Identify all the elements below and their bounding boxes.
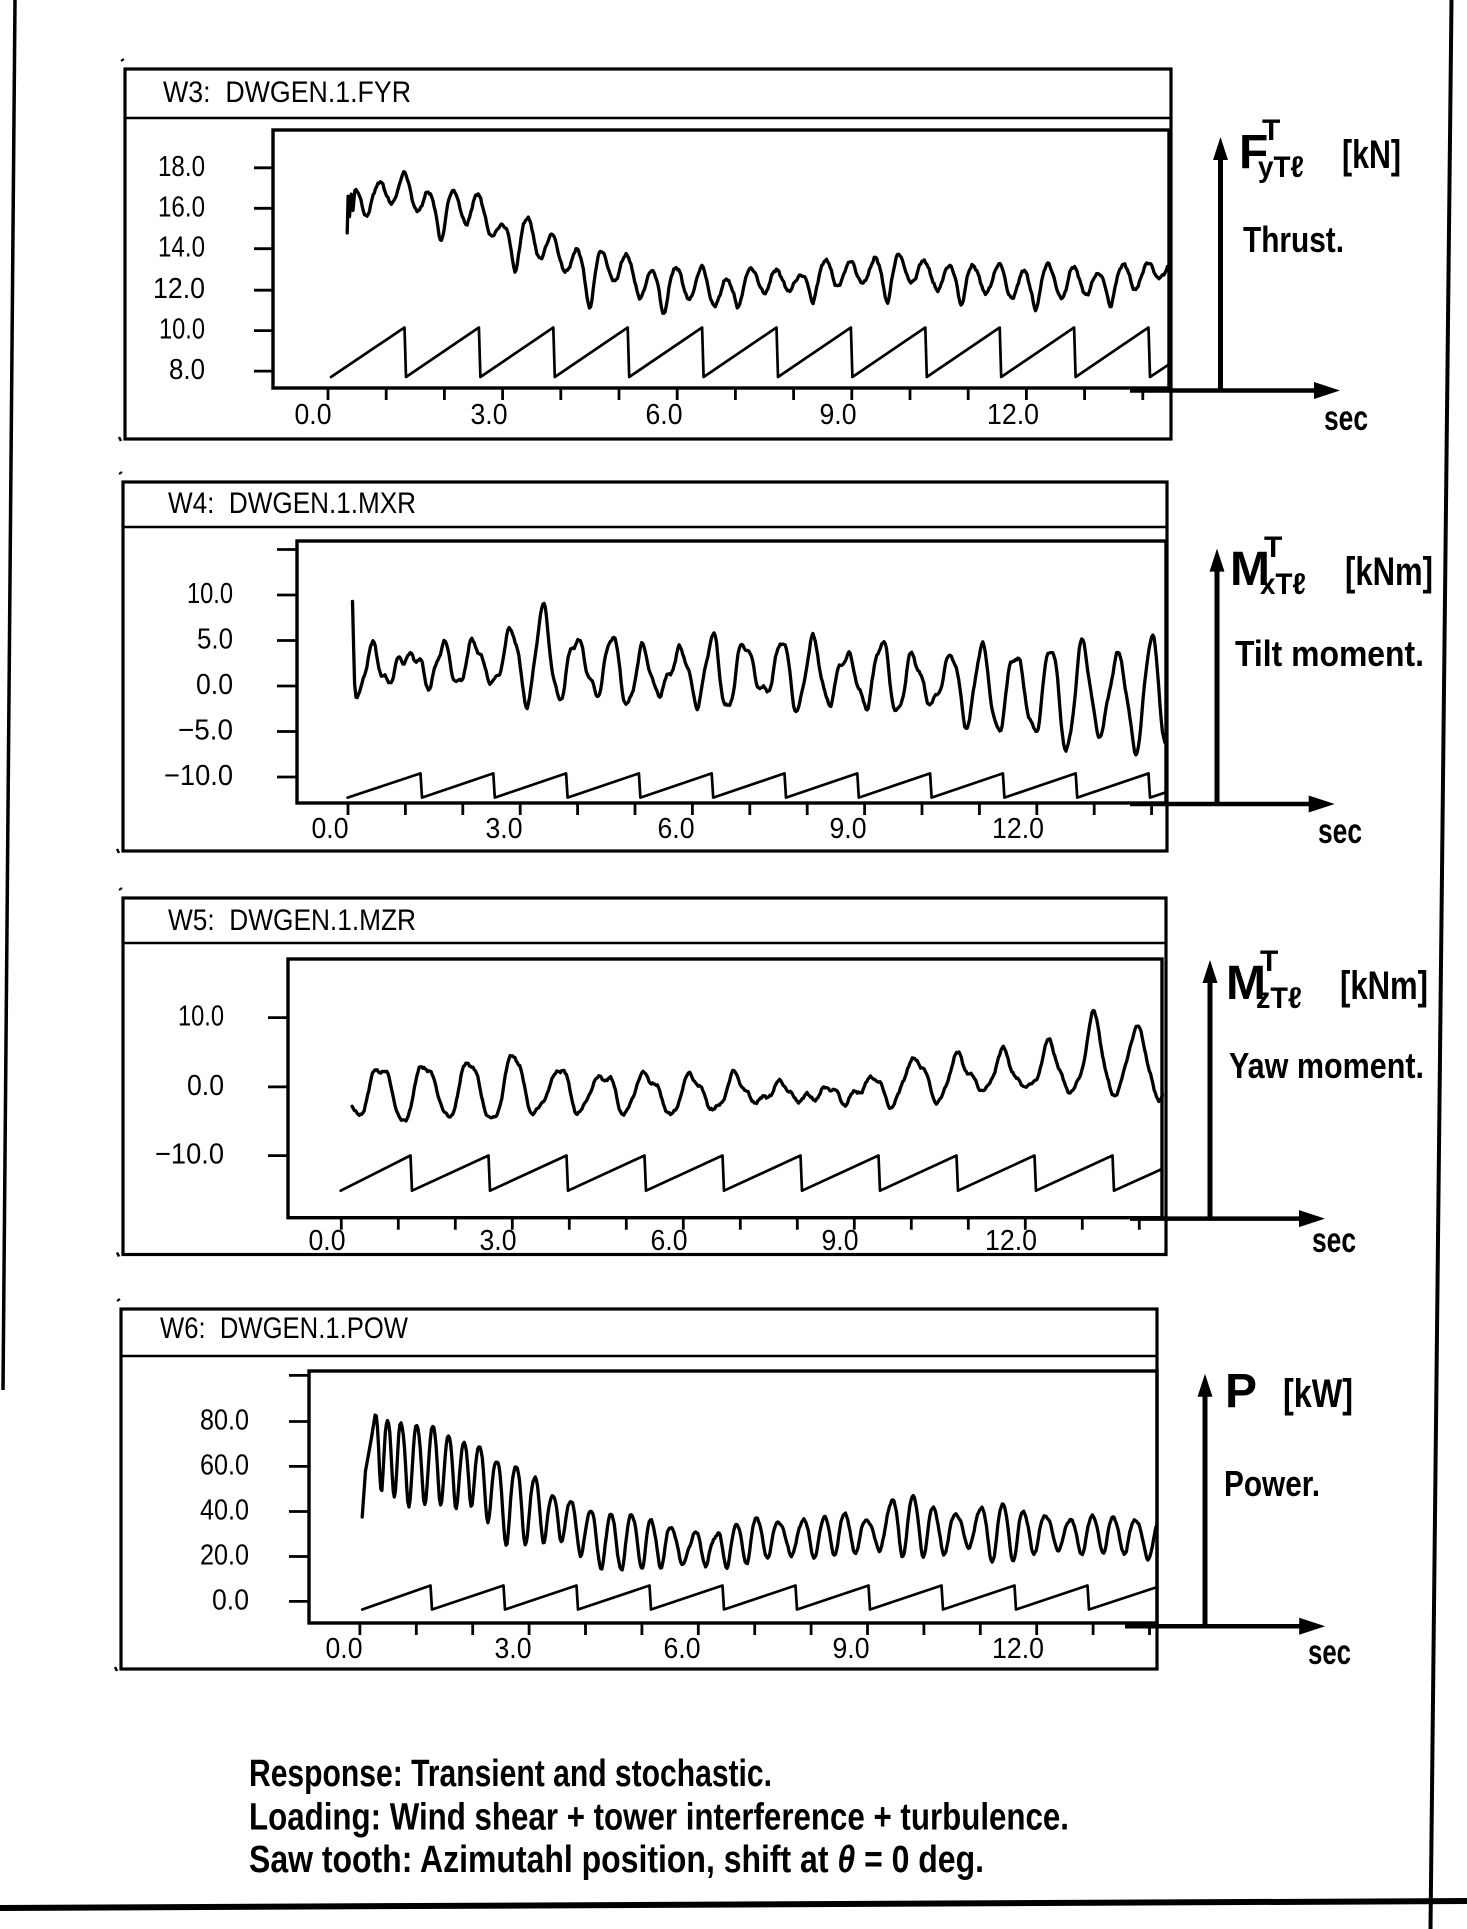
svg-text:12.0: 12.0 xyxy=(992,1633,1044,1665)
svg-text:W5: DWGEN.1.MZR: W5: DWGEN.1.MZR xyxy=(168,904,416,937)
svg-text:3.0: 3.0 xyxy=(471,399,508,431)
svg-text:0.0: 0.0 xyxy=(309,1225,346,1257)
svg-text:W3: DWGEN.1.FYR: W3: DWGEN.1.FYR xyxy=(163,76,411,109)
svg-text:Thrust.: Thrust. xyxy=(1243,219,1344,260)
svg-text:12.0: 12.0 xyxy=(985,1225,1037,1257)
svg-text:0.0: 0.0 xyxy=(326,1633,363,1665)
svg-text:0.0: 0.0 xyxy=(312,813,349,845)
svg-text:[kN]: [kN] xyxy=(1342,133,1401,177)
svg-text:3.0: 3.0 xyxy=(486,813,523,845)
svg-text:3.0: 3.0 xyxy=(480,1225,517,1257)
svg-text:Tilt moment.: Tilt moment. xyxy=(1235,633,1424,674)
svg-text:P: P xyxy=(1225,1365,1257,1418)
svg-text:10.0: 10.0 xyxy=(178,1001,224,1033)
svg-text:9.0: 9.0 xyxy=(833,1633,870,1665)
svg-text:−10.0: −10.0 xyxy=(164,760,233,792)
svg-text:Loading: Wind shear + tower in: Loading: Wind shear + tower interference… xyxy=(249,1797,1069,1839)
svg-text:sec: sec xyxy=(1318,812,1362,851)
svg-text:zTℓ: zTℓ xyxy=(1256,982,1302,1015)
svg-text:Saw tooth: Azimutahl position,: Saw tooth: Azimutahl position, shift at … xyxy=(249,1839,984,1881)
svg-text:Power.: Power. xyxy=(1224,1463,1320,1504)
svg-text:[kNm]: [kNm] xyxy=(1340,964,1428,1008)
svg-text:10.0: 10.0 xyxy=(159,314,205,346)
svg-text:18.0: 18.0 xyxy=(158,151,205,183)
svg-text:Response: Transient and stocha: Response: Transient and stochastic. xyxy=(249,1753,772,1795)
svg-text:sec: sec xyxy=(1308,1633,1351,1672)
svg-text:5.0: 5.0 xyxy=(197,624,233,656)
svg-text:0.0: 0.0 xyxy=(187,1070,224,1102)
svg-text:−5.0: −5.0 xyxy=(178,715,233,747)
svg-text:9.0: 9.0 xyxy=(820,399,857,431)
svg-text:[kW]: [kW] xyxy=(1283,1372,1353,1416)
svg-text:T: T xyxy=(1260,945,1278,978)
svg-text:F: F xyxy=(1239,126,1268,179)
svg-text:9.0: 9.0 xyxy=(822,1225,859,1257)
svg-text:6.0: 6.0 xyxy=(646,399,683,431)
svg-text:yTℓ: yTℓ xyxy=(1258,151,1304,184)
svg-text:xTℓ: xTℓ xyxy=(1260,568,1306,601)
svg-text:−10.0: −10.0 xyxy=(155,1139,224,1171)
svg-text:14.0: 14.0 xyxy=(158,232,205,264)
svg-text:M: M xyxy=(1230,543,1270,596)
svg-text:20.0: 20.0 xyxy=(200,1540,249,1572)
svg-text:6.0: 6.0 xyxy=(664,1633,701,1665)
svg-text:12.0: 12.0 xyxy=(987,399,1039,431)
svg-text:80.0: 80.0 xyxy=(200,1405,249,1437)
svg-text:60.0: 60.0 xyxy=(200,1449,249,1481)
svg-text:6.0: 6.0 xyxy=(651,1225,688,1257)
svg-text:T: T xyxy=(1264,531,1282,564)
svg-text:10.0: 10.0 xyxy=(187,578,233,610)
svg-text:M: M xyxy=(1226,957,1266,1010)
svg-text:0.0: 0.0 xyxy=(196,669,233,701)
svg-text:3.0: 3.0 xyxy=(495,1633,532,1665)
svg-text:T: T xyxy=(1262,114,1280,147)
svg-text:Yaw moment.: Yaw moment. xyxy=(1229,1045,1424,1086)
svg-text:W4: DWGEN.1.MXR: W4: DWGEN.1.MXR xyxy=(168,487,416,520)
svg-text:0.0: 0.0 xyxy=(295,399,332,431)
svg-text:16.0: 16.0 xyxy=(158,191,205,223)
svg-text:[kNm]: [kNm] xyxy=(1345,550,1433,594)
svg-text:8.0: 8.0 xyxy=(169,354,205,386)
svg-text:W6: DWGEN.1.POW: W6: DWGEN.1.POW xyxy=(160,1312,409,1345)
svg-text:0.0: 0.0 xyxy=(212,1584,249,1616)
svg-text:40.0: 40.0 xyxy=(200,1495,249,1527)
svg-text:6.0: 6.0 xyxy=(658,813,695,845)
svg-text:12.0: 12.0 xyxy=(153,273,205,305)
svg-text:9.0: 9.0 xyxy=(830,813,867,845)
svg-text:12.0: 12.0 xyxy=(992,813,1044,845)
svg-text:sec: sec xyxy=(1324,399,1368,438)
svg-text:sec: sec xyxy=(1312,1221,1356,1260)
